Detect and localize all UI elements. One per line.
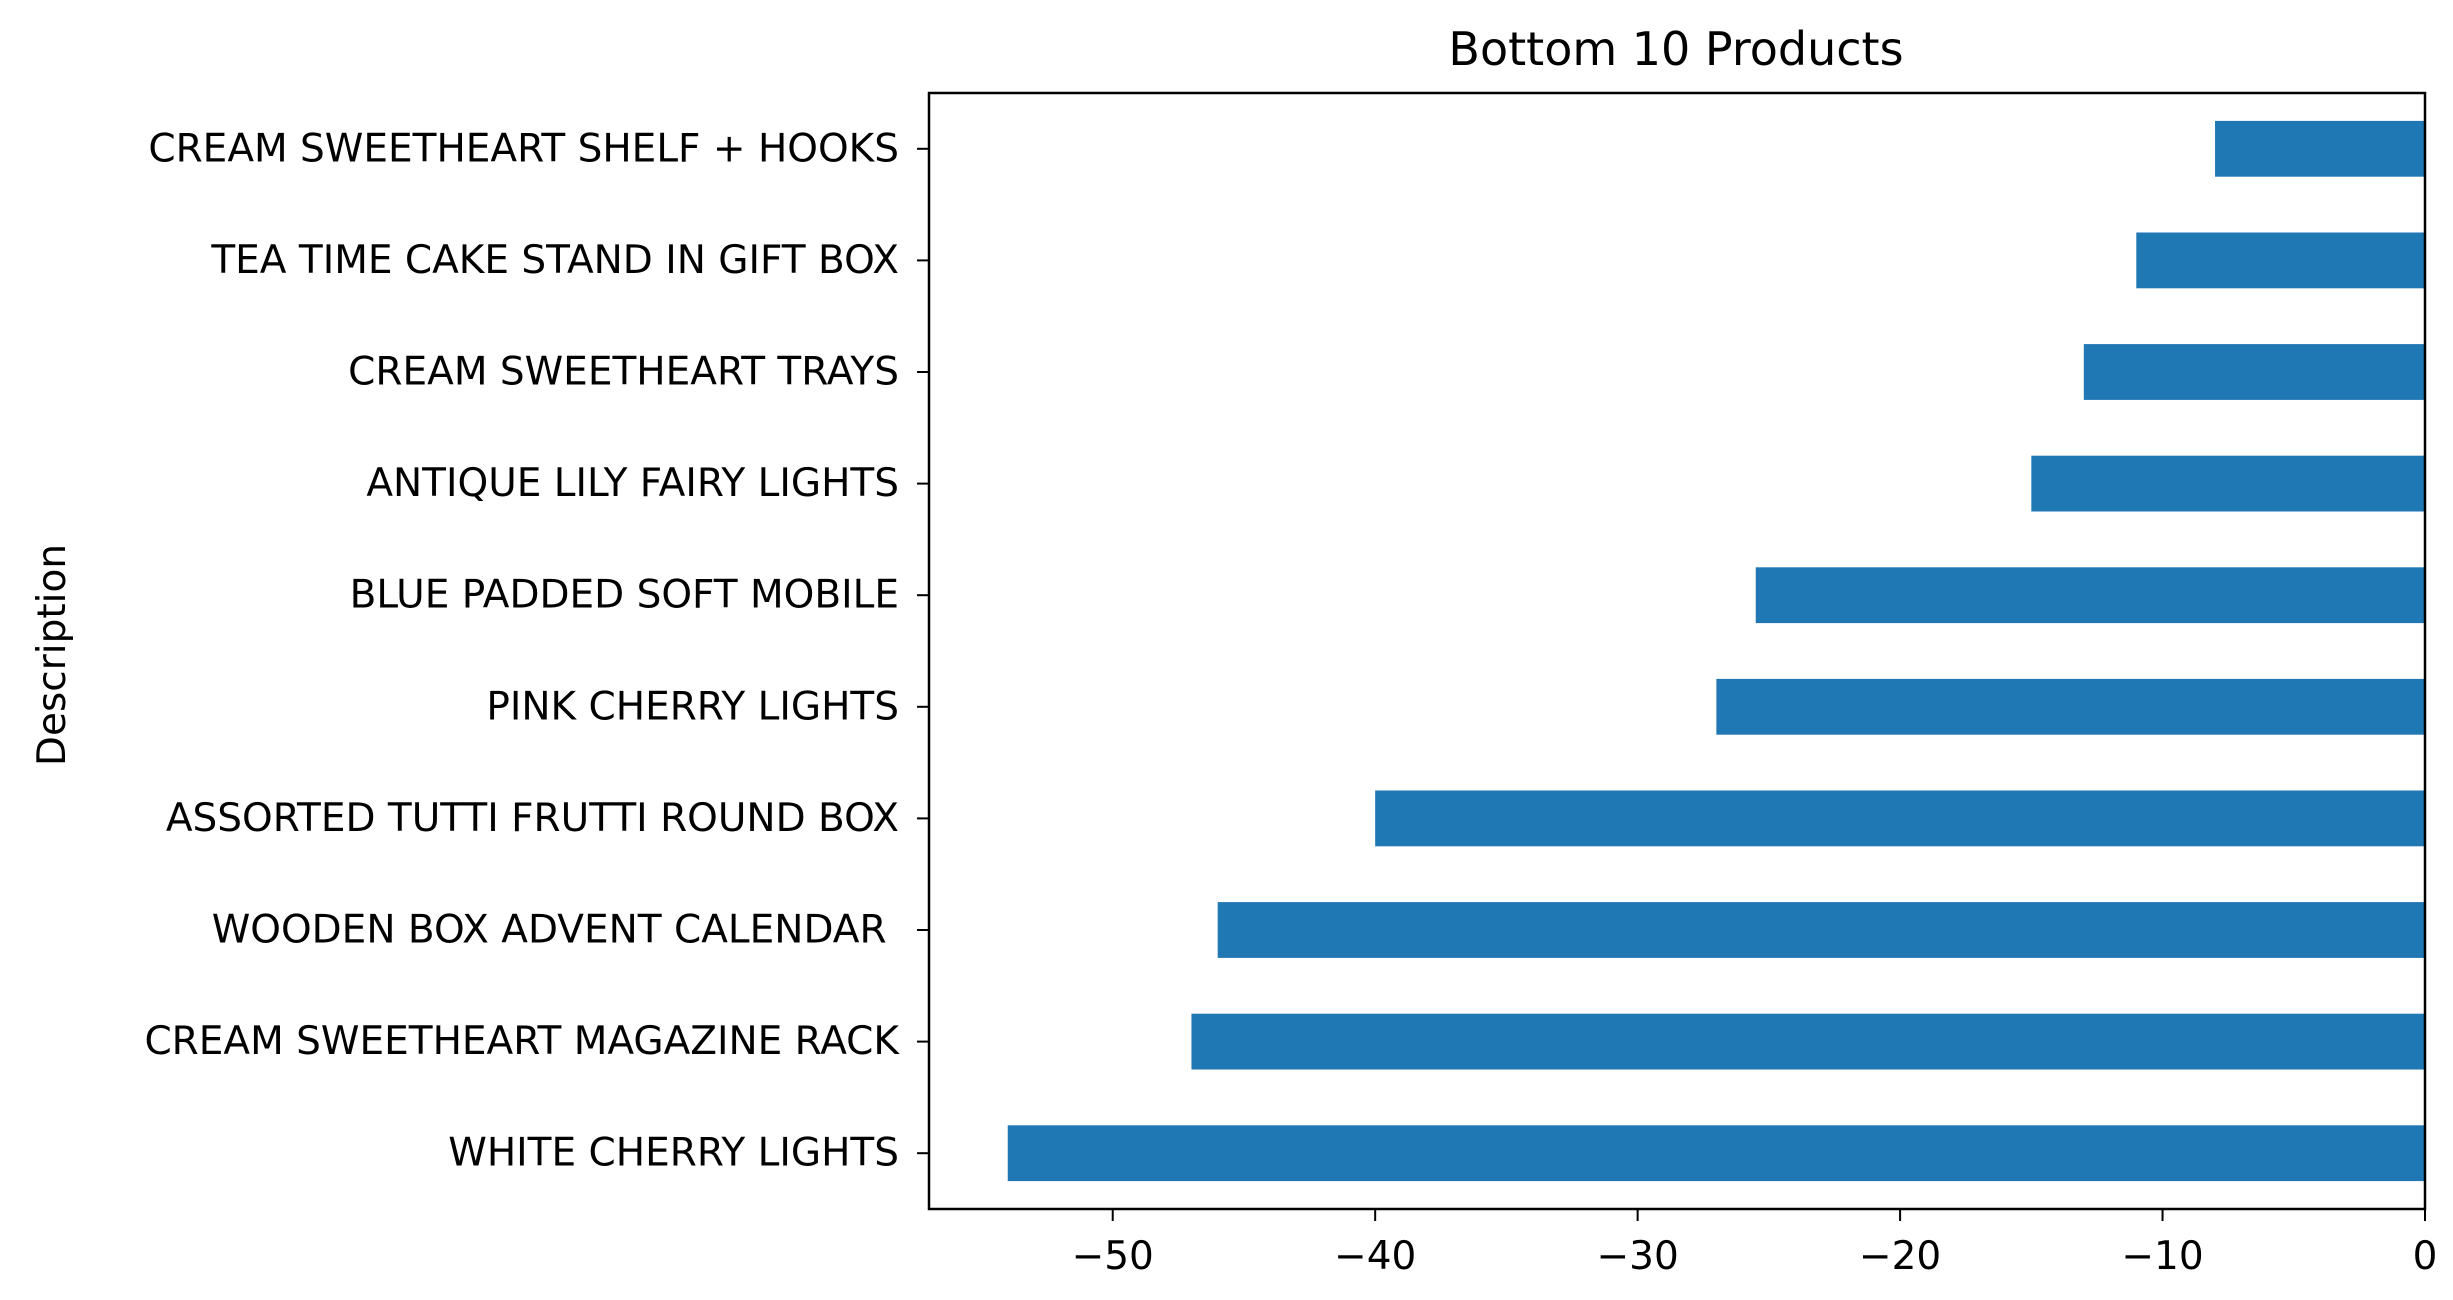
y-tick-label-5: BLUE PADDED SOFT MOBILE: [350, 573, 899, 618]
plot-area-frame: [927, 91, 2427, 1211]
y-tick-label-3: ASSORTED TUTTI FRUTTI ROUND BOX: [166, 796, 899, 841]
x-tick-label-1: −40: [1334, 1234, 1416, 1279]
x-tick-label-0: −50: [1072, 1234, 1154, 1279]
chart-title: Bottom 10 Products: [1448, 22, 1903, 76]
bar-9: [2215, 120, 2425, 177]
x-axis-ticks: −50 −40 −30 −20 −10 0: [1072, 1209, 2438, 1279]
x-tick-label-3: −20: [1859, 1234, 1941, 1279]
y-tick-label-6: ANTIQUE LILY FAIRY LIGHTS: [366, 461, 899, 506]
bars: [1007, 120, 2425, 1182]
y-tick-label-8: TEA TIME CAKE STAND IN GIFT BOX: [210, 238, 899, 283]
y-axis-ticks: WHITE CHERRY LIGHTS CREAM SWEETHEART MAGA…: [144, 126, 929, 1176]
bar-0: [1007, 1125, 2425, 1182]
y-tick-label-0: WHITE CHERRY LIGHTS: [448, 1131, 899, 1176]
x-tick-label-5: 0: [2413, 1234, 2438, 1279]
y-tick-label-2: WOODEN BOX ADVENT CALENDAR: [212, 908, 899, 953]
bar-6: [2031, 455, 2425, 512]
bar-4: [1716, 678, 2425, 735]
bar-7: [2083, 344, 2425, 400]
y-tick-label-4: PINK CHERRY LIGHTS: [486, 684, 899, 729]
bar-3: [1375, 790, 2425, 847]
y-tick-label-1: CREAM SWEETHEART MAGAZINE RACK: [144, 1019, 900, 1064]
bar-1: [1191, 1013, 2425, 1070]
bar-5: [1755, 567, 2425, 624]
y-axis-title: Description: [30, 544, 75, 766]
bar-2: [1217, 902, 2425, 958]
bar-8: [2136, 232, 2425, 289]
x-tick-label-4: −10: [2121, 1234, 2203, 1279]
y-tick-label-9: CREAM SWEETHEART SHELF + HOOKS: [148, 126, 899, 171]
x-tick-label-2: −30: [1596, 1234, 1678, 1279]
y-tick-label-7: CREAM SWEETHEART TRAYS: [348, 350, 899, 395]
